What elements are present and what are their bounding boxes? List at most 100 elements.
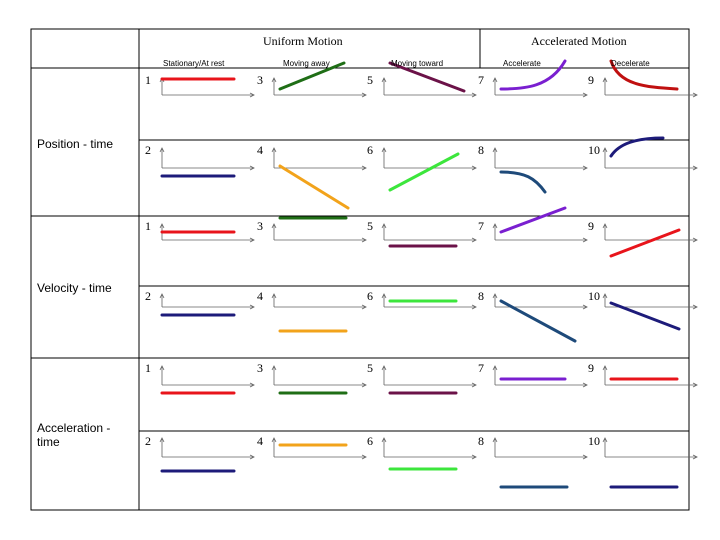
subheader-decelerate: Decelerate — [611, 59, 650, 68]
y-axis-arrow — [159, 437, 165, 443]
motion-graph-line — [609, 228, 681, 258]
motion-graph-line — [278, 164, 350, 210]
y-axis-arrow — [492, 223, 498, 229]
motion-graph-line — [388, 61, 466, 93]
motion-graph-line — [499, 206, 567, 234]
x-axis-arrow — [249, 165, 255, 171]
graph-number-label: 2 — [145, 434, 151, 448]
x-axis-arrow — [249, 92, 255, 98]
x-axis-arrow — [361, 165, 367, 171]
y-axis-arrow — [602, 365, 608, 371]
motion-graph-line — [609, 301, 681, 331]
row-label-velocity: Velocity - time — [37, 281, 112, 295]
x-axis-arrow — [471, 454, 477, 460]
graph-number-label: 1 — [145, 361, 151, 375]
graph-number-label: 6 — [367, 289, 373, 303]
graph-number-label: 9 — [588, 361, 594, 375]
x-axis-arrow — [692, 237, 698, 243]
graph-number-label: 4 — [257, 434, 263, 448]
x-axis-arrow — [582, 454, 588, 460]
y-axis-arrow — [381, 437, 387, 443]
y-axis-arrow — [492, 147, 498, 153]
graph-number-label: 9 — [588, 73, 594, 87]
motion-graph-curve — [499, 170, 547, 194]
graph-number-label: 10 — [588, 289, 600, 303]
graph-number-label: 1 — [145, 219, 151, 233]
x-axis-arrow — [249, 237, 255, 243]
accelerated-motion-header: Accelerated Motion — [531, 34, 627, 48]
graph-number-label: 6 — [367, 434, 373, 448]
graph-number-label: 10 — [588, 434, 600, 448]
y-axis-arrow — [271, 77, 277, 83]
x-axis-arrow — [692, 454, 698, 460]
x-axis-arrow — [249, 454, 255, 460]
y-axis-arrow — [602, 223, 608, 229]
graph-number-label: 4 — [257, 143, 263, 157]
x-axis-arrow — [582, 382, 588, 388]
x-axis-arrow — [582, 165, 588, 171]
y-axis-arrow — [492, 293, 498, 299]
row-label-acceleration-line1: Acceleration - — [37, 421, 111, 435]
x-axis-arrow — [471, 165, 477, 171]
graph-number-label: 8 — [478, 434, 484, 448]
graph-number-label: 3 — [257, 361, 263, 375]
y-axis-arrow — [602, 147, 608, 153]
x-axis-arrow — [692, 382, 698, 388]
graph-number-label: 5 — [367, 73, 373, 87]
y-axis-arrow — [159, 293, 165, 299]
graph-cells: 1 3 5 7 9 2 4 6 8 10 1 3 5 7 9 2 4 6 8 10 1 3 5 7 9 2 4 6 8 10 — [145, 59, 698, 489]
x-axis-arrow — [692, 92, 698, 98]
x-axis-arrow — [471, 382, 477, 388]
graph-number-label: 7 — [478, 219, 484, 233]
x-axis-arrow — [361, 454, 367, 460]
y-axis-arrow — [271, 437, 277, 443]
graph-number-label: 8 — [478, 289, 484, 303]
x-axis-arrow — [582, 92, 588, 98]
graph-number-label: 6 — [367, 143, 373, 157]
graph-number-label: 2 — [145, 143, 151, 157]
x-axis-arrow — [471, 92, 477, 98]
motion-graph-curve — [609, 59, 679, 91]
x-axis-arrow — [361, 237, 367, 243]
x-axis-arrow — [582, 304, 588, 310]
y-axis-arrow — [271, 147, 277, 153]
y-axis-arrow — [602, 437, 608, 443]
graph-number-label: 7 — [478, 73, 484, 87]
y-axis-arrow — [492, 365, 498, 371]
graph-number-label: 2 — [145, 289, 151, 303]
graph-number-label: 4 — [257, 289, 263, 303]
motion-graph-curve — [609, 136, 665, 158]
x-axis-arrow — [582, 237, 588, 243]
x-axis-arrow — [361, 382, 367, 388]
table-border — [30, 28, 690, 511]
x-axis-arrow — [249, 382, 255, 388]
subheader-accelerate: Accelerate — [503, 59, 541, 68]
graph-number-label: 5 — [367, 219, 373, 233]
y-axis-arrow — [602, 293, 608, 299]
x-axis-arrow — [361, 304, 367, 310]
row-label-acceleration-line2: time — [37, 435, 60, 449]
row-label-position: Position - time — [37, 137, 114, 151]
y-axis-arrow — [381, 223, 387, 229]
graph-number-label: 3 — [257, 73, 263, 87]
row-label-acceleration: Acceleration - time — [37, 421, 110, 449]
subheader-moving-away: Moving away — [283, 59, 330, 68]
graph-number-label: 3 — [257, 219, 263, 233]
uniform-motion-header: Uniform Motion — [263, 34, 343, 48]
motion-graph-curve — [499, 59, 567, 91]
graph-number-label: 1 — [145, 73, 151, 87]
x-axis-arrow — [692, 165, 698, 171]
x-axis-arrow — [361, 92, 367, 98]
subheader-stationary: Stationary/At rest — [163, 59, 225, 68]
y-axis-arrow — [159, 223, 165, 229]
y-axis-arrow — [492, 437, 498, 443]
y-axis-arrow — [271, 223, 277, 229]
graph-number-label: 8 — [478, 143, 484, 157]
graph-number-label: 10 — [588, 143, 600, 157]
y-axis-arrow — [159, 147, 165, 153]
y-axis-arrow — [381, 293, 387, 299]
y-axis-arrow — [271, 293, 277, 299]
subheader-moving-toward: Moving toward — [391, 59, 444, 68]
